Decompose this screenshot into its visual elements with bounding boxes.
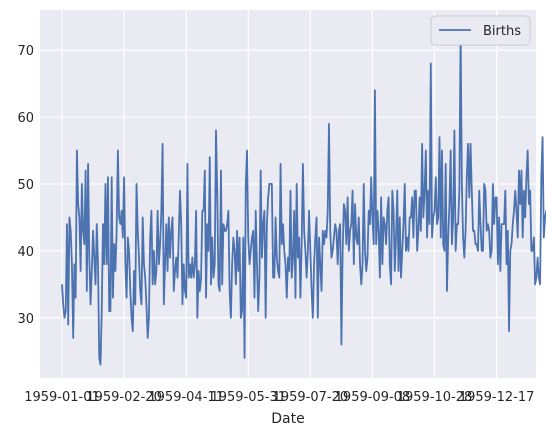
- legend-label-births: Births: [483, 24, 521, 39]
- y-tick-label: 40: [17, 245, 34, 260]
- series-layer: [61, 29, 546, 366]
- x-tick-label: 1959-07-20: [273, 390, 349, 405]
- y-tick-label: 50: [17, 178, 34, 193]
- x-tick-label: 1959-10-28: [397, 390, 473, 405]
- x-tick-label: 1959-09-08: [335, 390, 411, 405]
- x-tick-label: 1959-05-31: [210, 390, 286, 405]
- legend: Births: [430, 15, 531, 46]
- y-tick-label: 70: [17, 44, 34, 59]
- legend-box: [430, 15, 531, 46]
- x-tick-label: 1959-02-20: [86, 390, 162, 405]
- x-tick-label: 1959-12-17: [459, 390, 535, 405]
- y-tick-labels: 30 40 50 60 70: [17, 44, 34, 327]
- x-tick-labels: 1959-01-011959-02-201959-04-111959-05-31…: [24, 390, 534, 405]
- x-axis-label: Date: [271, 411, 304, 427]
- x-tick-label: 1959-01-01: [24, 390, 100, 405]
- series-line-births: [61, 29, 546, 366]
- y-tick-label: 30: [17, 312, 34, 327]
- y-tick-label: 60: [17, 111, 34, 126]
- x-tick-label: 1959-04-11: [148, 390, 224, 405]
